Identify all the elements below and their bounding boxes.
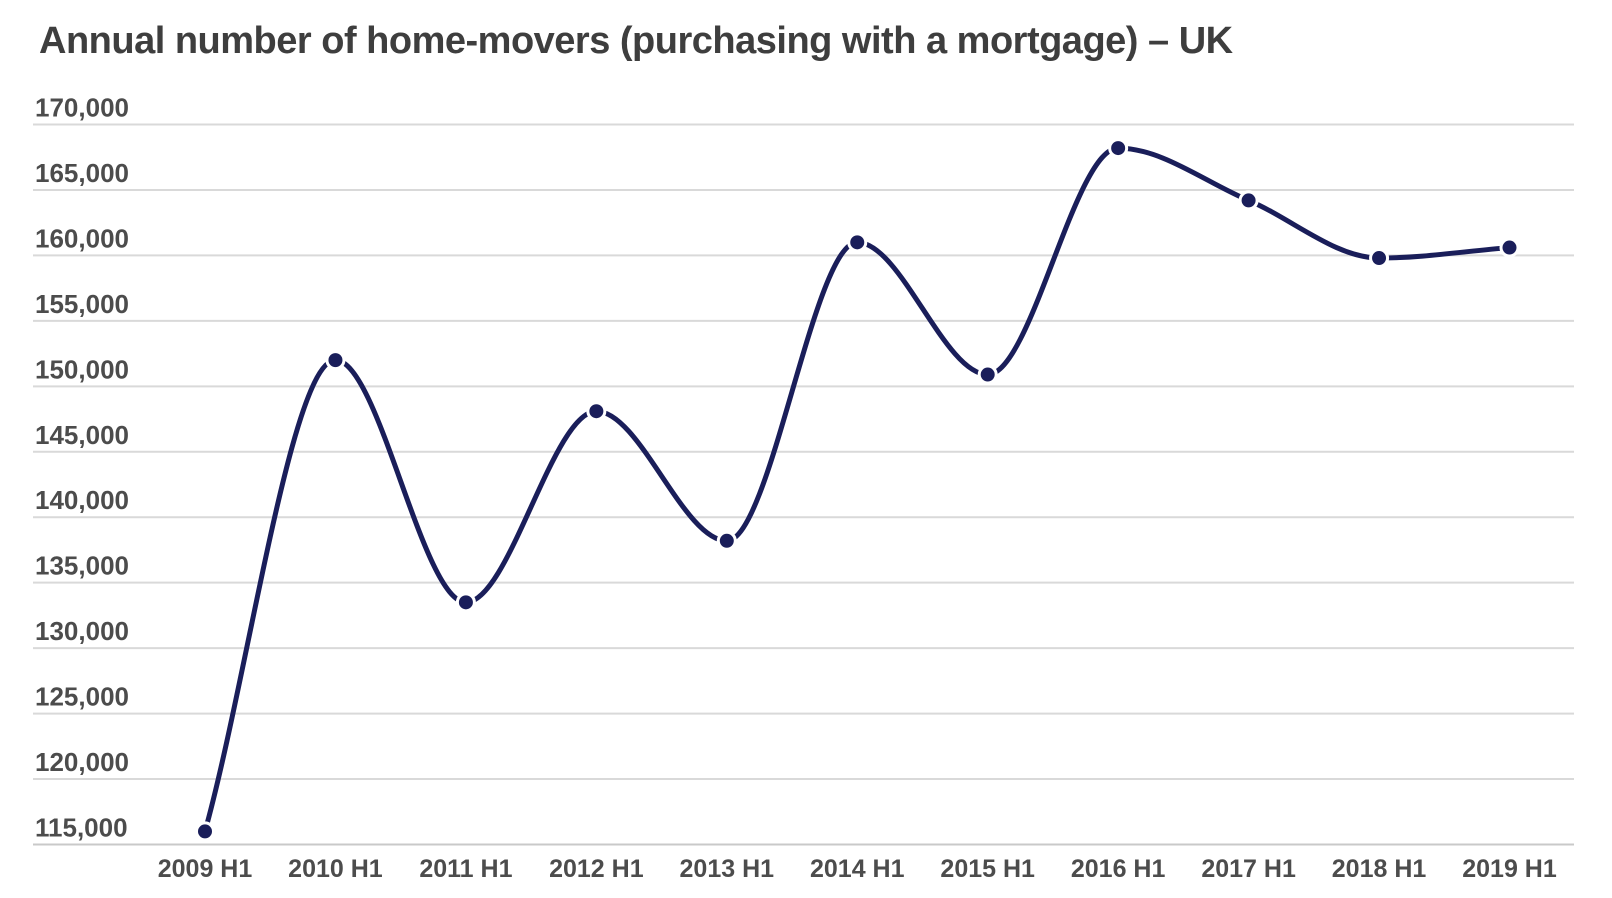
y-tick-label: 135,000: [35, 551, 129, 581]
y-tick-label: 120,000: [35, 747, 129, 777]
y-tick-label: 115,000: [35, 813, 128, 843]
x-tick-label: 2011 H1: [419, 855, 512, 883]
data-point: [325, 350, 346, 371]
data-point: [1499, 237, 1520, 258]
x-tick-label: 2017 H1: [1201, 855, 1296, 883]
x-tick-label: 2010 H1: [288, 855, 383, 883]
y-tick-label: 160,000: [35, 223, 129, 253]
y-tick-label: 170,000: [35, 93, 129, 123]
y-tick-label: 155,000: [35, 289, 129, 319]
data-point: [1238, 190, 1259, 211]
data-point: [977, 364, 998, 385]
x-tick-label: 2016 H1: [1071, 855, 1166, 883]
y-tick-label: 165,000: [35, 158, 129, 188]
y-tick-label: 145,000: [35, 420, 129, 450]
x-tick-label: 2015 H1: [940, 855, 1035, 883]
x-tick-label: 2012 H1: [549, 855, 644, 883]
y-tick-label: 150,000: [35, 354, 129, 384]
series-line: [202, 145, 1512, 834]
data-point: [716, 530, 737, 551]
data-point: [195, 821, 215, 842]
y-tick-label: 130,000: [35, 616, 129, 646]
chart-title: Annual number of home-movers (purchasing…: [39, 20, 1233, 62]
y-tick-label: 125,000: [35, 682, 129, 712]
data-point: [455, 592, 476, 613]
data-point: [847, 232, 868, 253]
x-tick-label: 2014 H1: [810, 855, 905, 883]
x-tick-label: 2013 H1: [680, 855, 775, 883]
data-point: [1108, 138, 1129, 159]
y-tick-label: 140,000: [35, 485, 129, 515]
data-point: [1369, 248, 1390, 269]
x-tick-label: 2018 H1: [1332, 855, 1427, 883]
x-tick-label: 2009 H1: [158, 855, 253, 883]
x-tick-label: 2019 H1: [1462, 855, 1557, 883]
data-point: [586, 401, 607, 422]
